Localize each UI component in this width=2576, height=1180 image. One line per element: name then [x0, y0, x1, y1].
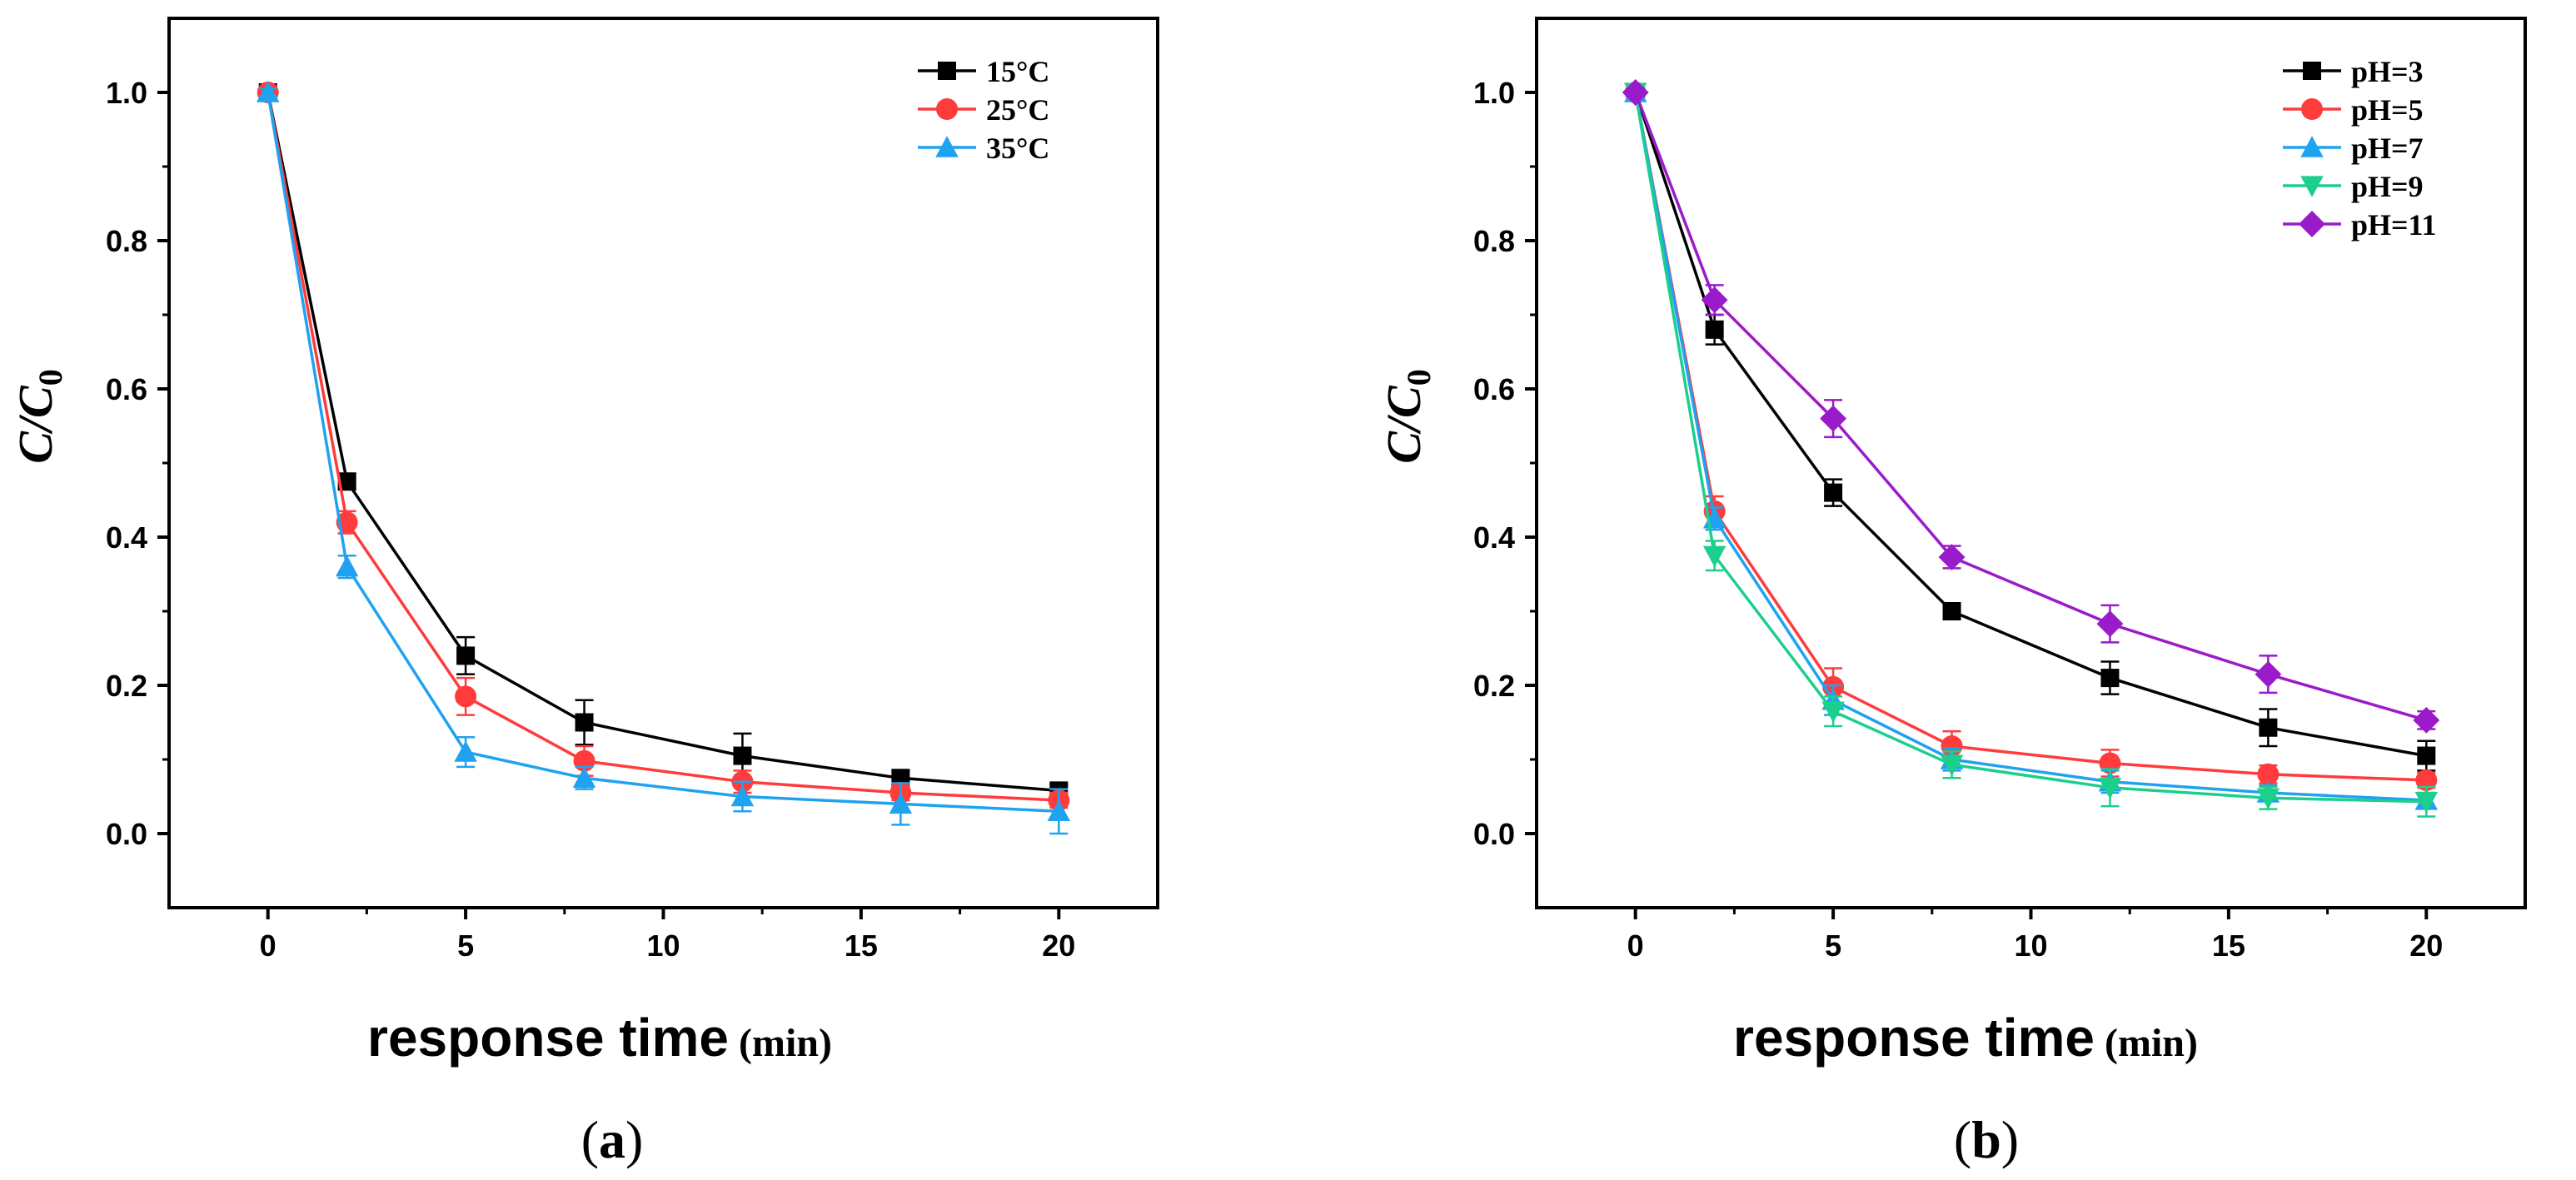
series-pH=9 [1623, 82, 2439, 818]
data-point [1942, 602, 1961, 620]
panel-b: 0 5 10 15 20 0.0 0.2 0.4 0.6 0.8 1.0 pH=3 pH=5 pH=7 p… [1377, 17, 2527, 1169]
data-point [1938, 544, 1966, 570]
legend-entry: 15°C [918, 55, 1049, 88]
legend-entry: 35°C [918, 132, 1049, 165]
legend-entry: pH=11 [2283, 208, 2437, 241]
legend-label: pH=11 [2351, 208, 2437, 241]
series-pH=3 [1626, 83, 2436, 772]
data-point [335, 555, 359, 577]
legend-marker [2299, 211, 2325, 237]
x-tick-label: 20 [2409, 929, 2443, 963]
y-tick-label: 0.4 [1473, 520, 1515, 555]
x-tick-label: 10 [2014, 929, 2047, 963]
legend-marker [938, 62, 956, 80]
x-tick-label: 5 [457, 929, 474, 963]
data-point [2414, 792, 2439, 814]
y-tick-label: 1.0 [1473, 76, 1515, 110]
y-tick-label: 0.6 [106, 372, 147, 406]
series-pH=11 [1622, 79, 2440, 734]
y-tick-label: 0.0 [1473, 817, 1515, 851]
data-point [2096, 610, 2124, 638]
y-tick-label: 0.0 [106, 817, 147, 851]
data-point [2255, 660, 2282, 688]
legend-entry: pH=5 [2283, 93, 2424, 127]
x-tick-label: 15 [845, 929, 878, 963]
x-tick-label: 0 [1627, 929, 1644, 963]
data-point [337, 472, 356, 491]
data-point [2413, 706, 2440, 734]
legend-label: 25°C [986, 93, 1049, 127]
data-point [1705, 320, 1724, 339]
legend-entry: pH=9 [2283, 170, 2424, 203]
data-point [1940, 754, 1964, 776]
data-point [454, 740, 477, 762]
legend-marker [2303, 62, 2321, 80]
y-axis-label: C/C0 [8, 369, 69, 464]
legend-marker [2300, 136, 2324, 157]
legend-entry: 25°C [918, 93, 1049, 127]
data-point [733, 746, 752, 765]
data-point [2100, 669, 2120, 688]
x-axis-label: response time (min) [367, 1008, 832, 1068]
legend-marker [2301, 98, 2323, 120]
panel-label: (b) [1954, 1110, 2019, 1169]
data-point [456, 646, 476, 665]
data-point [2415, 769, 2438, 791]
y-tick-label: 0.8 [1473, 224, 1515, 258]
data-point [1820, 405, 1847, 432]
data-point [2256, 788, 2280, 810]
data-point [889, 792, 913, 814]
y-tick-label: 0.6 [1473, 372, 1515, 406]
x-tick-label: 10 [646, 929, 680, 963]
legend-marker [2300, 176, 2324, 197]
legend-label: 35°C [986, 132, 1049, 165]
data-point [1622, 79, 1649, 106]
legend-label: pH=9 [2351, 170, 2424, 203]
y-tick-label: 1.0 [106, 76, 147, 110]
data-point [1702, 545, 1726, 567]
x-tick-label: 0 [260, 929, 277, 963]
data-point [1824, 483, 1843, 502]
x-tick-label: 15 [2212, 929, 2245, 963]
x-axis-label: response time (min) [1733, 1008, 2198, 1068]
data-point [2259, 718, 2278, 737]
y-axis-label: C/C0 [1377, 369, 1437, 464]
data-point [1047, 799, 1071, 821]
y-tick-label: 0.8 [106, 224, 147, 258]
legend-label: pH=3 [2351, 55, 2424, 88]
data-point [2098, 778, 2122, 799]
y-tick-label: 0.4 [106, 520, 147, 555]
data-point [2417, 746, 2436, 765]
data-point [256, 81, 280, 102]
data-point [730, 784, 755, 807]
x-tick-label: 5 [1825, 929, 1841, 963]
y-tick-label: 0.2 [1473, 669, 1515, 703]
legend-marker [935, 136, 959, 157]
legend-label: pH=5 [2351, 93, 2424, 127]
panel-label: (a) [581, 1110, 644, 1169]
data-point [455, 685, 477, 708]
legend-marker [936, 98, 958, 120]
legend-label: pH=7 [2351, 132, 2424, 165]
series-35°C [256, 81, 1071, 835]
data-point [575, 713, 594, 732]
data-point [2257, 763, 2280, 785]
panel-a: 0 5 10 15 200.00.20.40.60.81.0 15°C25°C35°C … [8, 17, 1159, 1169]
data-point [1701, 286, 1728, 314]
x-tick-label: 20 [1042, 929, 1075, 963]
legend-entry: pH=7 [2283, 132, 2424, 165]
legend-entry: pH=3 [2283, 55, 2424, 88]
legend-label: 15°C [986, 55, 1049, 88]
data-point [572, 766, 596, 788]
y-tick-label: 0.2 [106, 669, 147, 703]
data-point [1821, 701, 1845, 723]
